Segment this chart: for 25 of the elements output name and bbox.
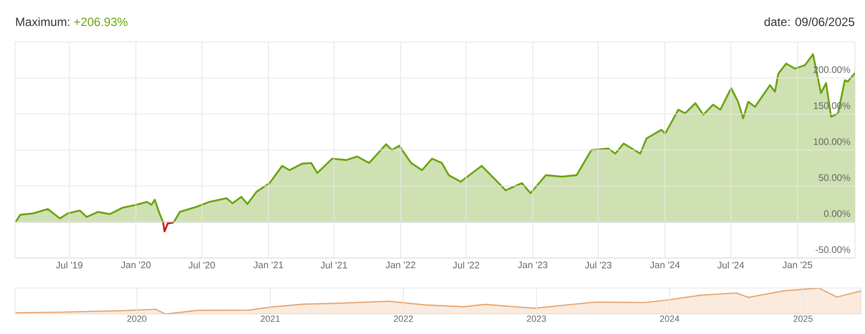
x-tick-label: Jul '23 bbox=[584, 262, 612, 268]
x-tick-label: Jul '24 bbox=[717, 262, 744, 268]
x-tick-label: 2025 bbox=[794, 316, 813, 322]
text: date: 09/06/2025 bbox=[764, 17, 854, 26]
x-tick-label: 2021 bbox=[260, 316, 280, 322]
y-tick-label: 100.00% bbox=[814, 138, 850, 145]
x-tick-label: 2022 bbox=[394, 316, 413, 322]
x-tick-label: Jan '20 bbox=[120, 262, 151, 268]
x-tick-label: Jul '19 bbox=[56, 262, 82, 268]
y-tick-label: 50.00% bbox=[818, 174, 850, 181]
x-tick-label: Jul '20 bbox=[188, 262, 215, 268]
x-tick-label: 2020 bbox=[127, 316, 146, 322]
y-tick-label: 0.00% bbox=[824, 210, 850, 217]
x-tick-label: Jan '21 bbox=[253, 262, 284, 268]
x-tick-label: 2023 bbox=[526, 316, 546, 322]
x-tick-label: Jan '24 bbox=[650, 262, 680, 268]
chart-subtitle: +206.93% bbox=[74, 18, 128, 26]
x-tick-label: Jul '22 bbox=[452, 262, 480, 268]
x-tick-label: Jan '23 bbox=[518, 262, 548, 268]
x-tick-label: Jan '22 bbox=[386, 262, 416, 268]
x-tick-label: 2024 bbox=[660, 316, 680, 322]
x-tick-label: Jul '21 bbox=[320, 262, 348, 268]
x-tick-label: Jan '25 bbox=[782, 262, 812, 268]
chart-title: Maximum: bbox=[16, 17, 70, 26]
y-tick-label: -50.00% bbox=[816, 246, 850, 253]
